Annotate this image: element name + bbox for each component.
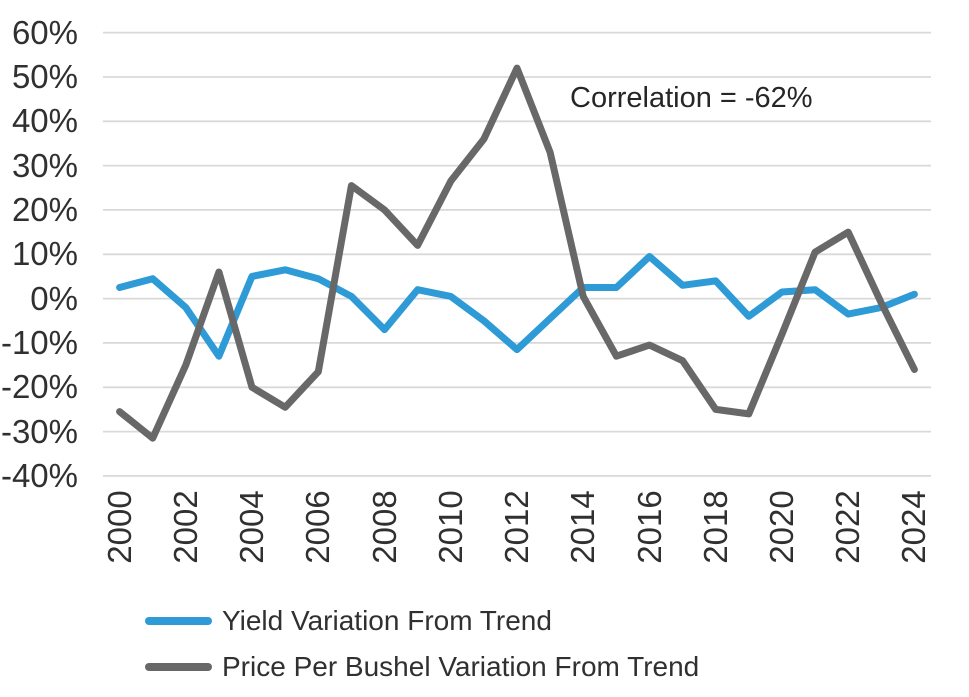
x-axis-tick-label: 2022 <box>829 490 867 564</box>
x-axis-tick-label: 2010 <box>431 490 469 564</box>
y-axis-tick-label: 60% <box>11 13 78 51</box>
plot-area <box>103 31 931 477</box>
x-axis-tick-label: 2020 <box>763 490 800 564</box>
y-axis-tick-label: 10% <box>11 235 78 273</box>
legend-item-price: Price Per Bushel Variation From Trend <box>145 644 699 690</box>
legend-label-yield: Yield Variation From Trend <box>222 605 552 636</box>
x-axis-tick-label: 2012 <box>498 490 535 564</box>
x-axis-tick-label: 2018 <box>696 490 734 564</box>
y-axis-tick-label: 0% <box>30 279 78 317</box>
x-axis-tick-label: 2006 <box>299 490 337 564</box>
x-axis-tick-label: 2016 <box>630 490 668 564</box>
legend: Yield Variation From Trend Price Per Bus… <box>145 598 699 690</box>
x-axis-tick-label: 2024 <box>895 490 933 564</box>
x-axis-tick-label: 2002 <box>166 490 204 564</box>
y-axis-tick-label: 50% <box>11 57 78 95</box>
price-line-swatch <box>145 663 212 671</box>
yield-line <box>116 253 918 360</box>
yield-line-swatch <box>145 617 212 625</box>
legend-label-price: Price Per Bushel Variation From Trend <box>222 651 700 682</box>
y-axis-tick-label: 30% <box>11 146 78 184</box>
legend-item-yield: Yield Variation From Trend <box>145 598 699 644</box>
y-axis-tick-label: -30% <box>0 412 78 450</box>
price-line <box>116 64 918 442</box>
x-axis-tick-label: 2008 <box>365 490 403 564</box>
x-axis-tick-label: 2014 <box>564 490 602 564</box>
y-axis-tick-label: -10% <box>0 323 78 361</box>
x-axis-tick-label: 2000 <box>100 490 138 564</box>
y-axis-tick-label: 40% <box>11 102 78 140</box>
y-axis-tick-label: 20% <box>11 190 78 228</box>
y-axis-tick-label: -20% <box>0 368 78 406</box>
x-axis-tick-label: 2004 <box>233 490 270 564</box>
y-axis-tick-label: -40% <box>0 456 78 494</box>
correlation-annotation: Correlation = -62% <box>570 82 813 114</box>
